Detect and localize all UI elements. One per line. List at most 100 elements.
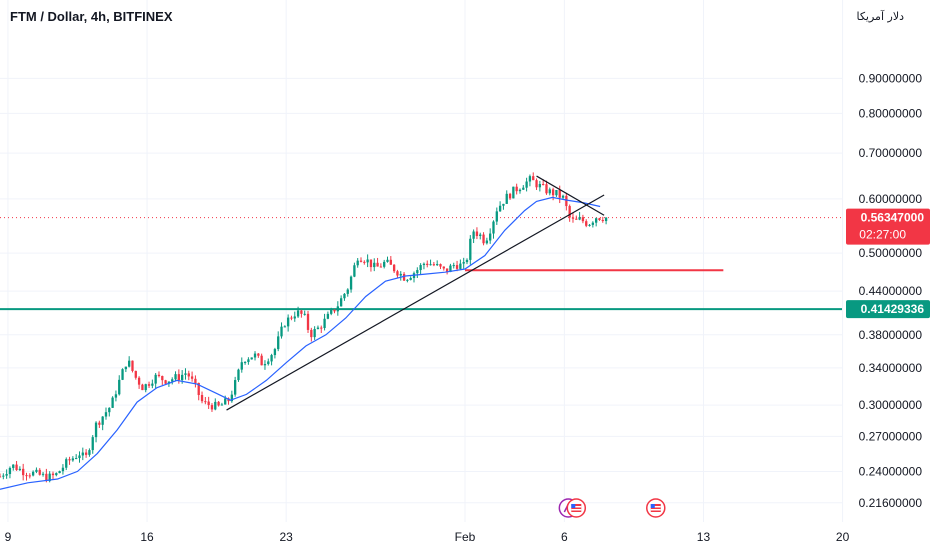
candle [210, 403, 214, 412]
candle [187, 370, 190, 381]
candle-body [604, 217, 608, 222]
candle [571, 213, 575, 223]
candle-body [532, 176, 535, 181]
candle-body [359, 260, 363, 262]
x-tick-label[interactable]: 23 [279, 530, 293, 544]
candle-body [495, 211, 498, 222]
candle-body [426, 263, 429, 266]
candle [330, 307, 333, 316]
candle [240, 357, 243, 373]
x-tick-label[interactable]: 20 [836, 530, 850, 544]
y-tick-label[interactable]: 0.80000000 [859, 106, 923, 120]
candle-body [273, 349, 277, 356]
candle [15, 461, 18, 471]
candle [283, 325, 286, 328]
candle [121, 368, 124, 381]
candle-body [515, 186, 518, 192]
candle [5, 469, 8, 479]
candle [442, 266, 445, 271]
candle [489, 228, 492, 244]
candle-body [346, 289, 349, 294]
candle [369, 259, 373, 272]
candle [479, 232, 482, 240]
y-tick-label[interactable]: 0.21600000 [859, 496, 923, 510]
candle [538, 180, 542, 192]
y-tick-label[interactable]: 0.34000000 [859, 361, 923, 375]
candle-body [270, 355, 273, 362]
x-tick-label[interactable]: 6 [561, 530, 568, 544]
candle [286, 314, 290, 332]
candle-body [392, 264, 396, 272]
x-tick-label[interactable]: 9 [5, 530, 12, 544]
candle-body [204, 401, 207, 403]
candle [359, 257, 363, 263]
x-tick-label[interactable]: 16 [140, 530, 154, 544]
event-markers[interactable] [558, 498, 666, 518]
candle [277, 331, 280, 352]
event-marker-economic-2[interactable] [646, 498, 666, 518]
candle-body [469, 238, 472, 260]
candle-body [595, 218, 598, 223]
candle [267, 358, 270, 366]
candle-body [482, 234, 485, 244]
y-tick-label[interactable]: 0.70000000 [859, 146, 923, 160]
flag-stripes [650, 504, 661, 512]
candle-body [369, 259, 373, 268]
y-tick-label[interactable]: 0.27000000 [859, 429, 923, 443]
y-tick-label[interactable]: 0.30000000 [859, 398, 923, 412]
candle-body [240, 362, 243, 370]
x-tick-label[interactable]: Feb [455, 530, 476, 544]
candle-body [134, 370, 137, 378]
candle [303, 310, 306, 316]
candle-body [164, 380, 167, 384]
event-marker-economic-1[interactable] [566, 498, 587, 518]
candle [535, 178, 538, 191]
candle [38, 468, 41, 476]
candle-body [68, 459, 71, 461]
candle [313, 326, 316, 340]
candle [18, 466, 22, 472]
candle-body [25, 475, 28, 477]
candle-body [475, 231, 479, 237]
candle-body [326, 313, 330, 319]
candle-body [247, 359, 250, 363]
flag-stripes [571, 504, 582, 512]
currency-label[interactable]: دلار آمریکا [857, 9, 905, 23]
candle-body [5, 474, 8, 476]
y-tick-label[interactable]: 0.24000000 [859, 464, 923, 478]
candle-body [452, 265, 455, 267]
candle-body [502, 203, 505, 206]
price-axis[interactable]: 0.90000000 0.80000000 0.70000000 0.60000000… [859, 71, 923, 509]
candle [392, 264, 396, 273]
candle-body [498, 205, 502, 212]
candle [412, 271, 416, 283]
candle [108, 407, 111, 417]
support-price-label: 0.41429336 [861, 302, 925, 316]
time-axis[interactable]: 9 16 23 Feb 6 13 20 [5, 530, 850, 544]
candle-body [356, 260, 359, 266]
candle [28, 473, 31, 479]
candle-body [505, 193, 508, 204]
candle-body [306, 313, 310, 330]
candle [61, 464, 65, 475]
candle [465, 258, 469, 265]
candle [406, 279, 409, 283]
y-tick-label[interactable]: 0.38000000 [859, 328, 923, 342]
candle [419, 263, 422, 275]
y-tick-label[interactable]: 0.50000000 [859, 246, 923, 260]
candle-body [508, 193, 512, 199]
candle [75, 454, 78, 460]
ascending-trendline [226, 194, 605, 411]
symbol-title[interactable]: FTM / Dollar, 4h, BITFINEX [10, 9, 173, 24]
candle-body [376, 262, 379, 267]
y-tick-label[interactable]: 0.44000000 [859, 284, 923, 298]
candle [545, 180, 548, 195]
candle [65, 457, 68, 471]
candle [273, 347, 277, 359]
candle-body [561, 195, 565, 198]
x-tick-label[interactable]: 13 [697, 530, 711, 544]
y-tick-label[interactable]: 0.90000000 [859, 71, 923, 85]
y-tick-label[interactable]: 0.60000000 [859, 192, 923, 206]
